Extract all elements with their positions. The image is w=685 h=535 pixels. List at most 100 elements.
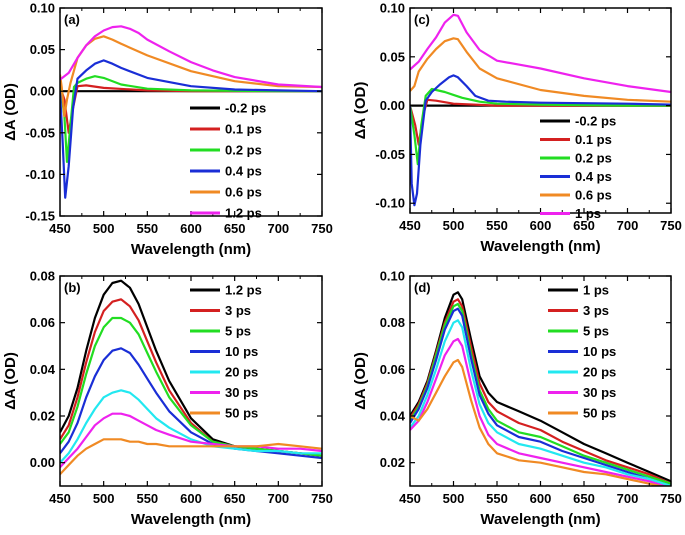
series-line-0.4ps: [60, 59, 322, 199]
y-axis-label: ΔA (OD): [352, 82, 369, 140]
y-tick-label: -0.05: [375, 147, 405, 162]
series-line-5ps: [410, 302, 671, 485]
legend-label: 5 ps: [583, 324, 609, 339]
legend-label: 0.6 ps: [225, 185, 262, 200]
y-tick-label: 0.10: [380, 269, 405, 284]
legend: 1 ps 3 ps 5 ps 10 ps 20 ps 30 ps 50 ps: [548, 283, 616, 421]
x-tick-label: 450: [399, 491, 421, 506]
y-tick-label: 0.04: [380, 409, 406, 424]
plot-frame: [59, 7, 323, 217]
series-line-0.2ps: [410, 87, 671, 166]
panel-label: (c): [414, 12, 430, 27]
x-tick-label: 600: [180, 491, 202, 506]
x-tick-label: 750: [660, 218, 682, 233]
y-tick-label: 0.00: [380, 98, 405, 113]
series-line-0.4ps: [410, 74, 671, 207]
legend-label: 10 ps: [225, 344, 258, 359]
legend-label: 0.2 ps: [225, 143, 262, 158]
x-tick-label: 550: [136, 221, 158, 236]
x-axis-label: Wavelength (nm): [480, 511, 600, 528]
x-axis-label: Wavelength (nm): [131, 241, 251, 258]
legend-label: 30 ps: [583, 385, 616, 400]
y-tick-label: -0.15: [25, 209, 55, 224]
legend-label: 0.4 ps: [225, 164, 262, 179]
y-tick-label: 0.00: [30, 455, 55, 470]
y-tick-label: -0.10: [25, 167, 55, 182]
legend-label: -0.2 ps: [225, 101, 266, 116]
legend-label: 50 ps: [583, 406, 616, 421]
legend-label: 0.4 ps: [575, 169, 612, 184]
y-axis-label: ΔA (OD): [2, 352, 19, 410]
x-tick-label: 700: [267, 221, 289, 236]
x-tick-label: 750: [311, 221, 333, 236]
y-tick-label: -0.10: [375, 196, 405, 211]
series-line-3ps: [410, 298, 671, 485]
x-tick-label: 500: [443, 218, 465, 233]
x-tick-label: 650: [573, 218, 595, 233]
series-line-0.6ps: [60, 35, 322, 118]
x-tick-label: 600: [180, 221, 202, 236]
series-line-20ps: [410, 319, 671, 486]
x-tick-label: 550: [486, 218, 508, 233]
x-axis-label: Wavelength (nm): [131, 511, 251, 528]
legend-label: 0.2 ps: [575, 151, 612, 166]
y-tick-label: 0.06: [30, 315, 55, 330]
y-tick-label: 0.04: [30, 362, 56, 377]
panel-label: (d): [414, 280, 431, 295]
legend: -0.2 ps 0.1 ps 0.2 ps 0.4 ps 0.6 ps 1 ps: [540, 114, 616, 221]
legend-label: 0.6 ps: [575, 188, 612, 203]
legend-label: 50 ps: [225, 406, 258, 421]
x-tick-label: 750: [311, 491, 333, 506]
panel-b: 450 500 550 600 650 700 750 0.00 0.02 0.04 0.06 0.0…: [2, 269, 333, 529]
legend-label: 1.2 ps: [225, 283, 262, 298]
x-tick-label: 750: [660, 491, 682, 506]
legend-label: 20 ps: [583, 365, 616, 380]
y-tick-label: 0.10: [380, 1, 405, 16]
legend-label: 1 ps: [583, 283, 609, 298]
legend-label: -0.2 ps: [575, 114, 616, 129]
x-tick-label: 550: [136, 491, 158, 506]
y-tick-label: 0.06: [380, 362, 405, 377]
x-tick-label: 500: [93, 221, 115, 236]
panel-c: 450 500 550 600 650 700 750 -0.10 -0.05 0.00 0.05 0…: [352, 1, 682, 256]
legend-label: 20 ps: [225, 365, 258, 380]
panel-a: 450 500 550 600 650 700 750 -0.15 -0.10 -0.05 0.00…: [2, 1, 333, 259]
y-axis-label: ΔA (OD): [2, 83, 19, 141]
series-line-50ps: [410, 358, 666, 486]
y-tick-label: 0.05: [30, 42, 55, 57]
legend-label: 1 ps: [575, 206, 601, 221]
legend: -0.2 ps 0.1 ps 0.2 ps 0.4 ps 0.6 ps 1.2 ps: [190, 101, 266, 221]
legend-label: 10 ps: [583, 344, 616, 359]
x-tick-label: 700: [617, 491, 639, 506]
x-tick-label: 600: [530, 491, 552, 506]
x-tick-label: 650: [224, 491, 246, 506]
series-line-5ps: [60, 316, 322, 457]
series-line-1ps: [410, 13, 671, 94]
y-tick-label: 0.02: [380, 455, 405, 470]
x-tick-label: 500: [443, 491, 465, 506]
legend-label: 3 ps: [225, 303, 251, 318]
legend-label: 0.1 ps: [225, 122, 262, 137]
y-axis-label: ΔA (OD): [352, 352, 369, 410]
x-tick-label: 650: [573, 491, 595, 506]
legend-label: 0.1 ps: [575, 132, 612, 147]
x-axis-label: Wavelength (nm): [480, 238, 600, 255]
x-tick-label: 450: [49, 221, 71, 236]
x-tick-label: 450: [49, 491, 71, 506]
y-tick-label: 0.08: [30, 269, 55, 284]
legend-label: 3 ps: [583, 303, 609, 318]
legend: 1.2 ps 3 ps 5 ps 10 ps 20 ps 30 ps 50 ps: [190, 283, 262, 421]
y-tick-label: 0.00: [30, 84, 55, 99]
series-line-50ps: [60, 438, 322, 476]
x-tick-label: 450: [399, 218, 421, 233]
series-line-0.6ps: [410, 37, 671, 103]
y-tick-label: -0.05: [25, 125, 55, 140]
legend-label: 30 ps: [225, 385, 258, 400]
y-tick-label: 0.02: [30, 409, 55, 424]
x-tick-label: 600: [530, 218, 552, 233]
panel-d: 450 500 550 600 650 700 750 0.02 0.04 0.06 0.08 0.1…: [352, 269, 682, 529]
x-tick-label: 500: [93, 491, 115, 506]
panel-label: (b): [64, 280, 81, 295]
series-line-1.2ps: [60, 25, 322, 89]
